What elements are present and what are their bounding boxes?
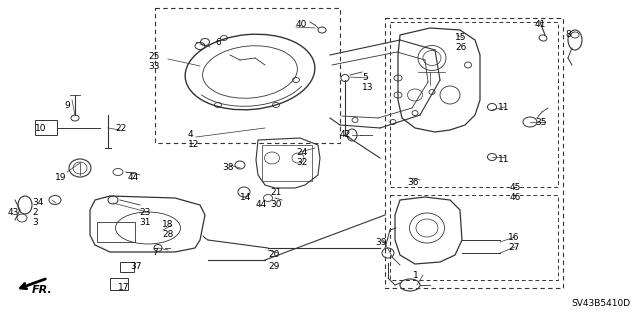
Text: 43: 43	[8, 208, 19, 217]
Text: 8: 8	[565, 30, 571, 39]
Text: 29: 29	[268, 262, 280, 271]
Text: SV43B5410D: SV43B5410D	[571, 299, 630, 308]
Text: 15: 15	[455, 33, 467, 42]
Bar	[35, 120, 57, 135]
Text: 41: 41	[535, 20, 547, 29]
Text: 33: 33	[148, 62, 159, 71]
Text: 4: 4	[188, 130, 194, 139]
Text: 17: 17	[118, 283, 129, 292]
Text: 6: 6	[215, 38, 221, 47]
Text: 12: 12	[188, 140, 200, 149]
Text: 40: 40	[296, 20, 307, 29]
Text: 35: 35	[535, 118, 547, 127]
Text: 44: 44	[128, 173, 140, 182]
Bar	[385, 18, 563, 288]
Text: 34: 34	[32, 198, 44, 207]
Text: 3: 3	[32, 218, 38, 227]
Bar	[97, 222, 135, 242]
Text: 46: 46	[510, 193, 522, 202]
Text: 13: 13	[362, 83, 374, 92]
Text: 25: 25	[148, 52, 159, 61]
Text: 36: 36	[407, 178, 419, 187]
Bar	[390, 195, 558, 280]
Text: 23: 23	[139, 208, 150, 217]
Text: 10: 10	[35, 124, 47, 133]
Text: 31: 31	[139, 218, 150, 227]
Text: 11: 11	[498, 155, 509, 164]
Text: 30: 30	[270, 200, 282, 209]
Text: 5: 5	[362, 73, 368, 82]
Text: 32: 32	[296, 158, 307, 167]
Text: 26: 26	[455, 43, 467, 52]
Text: 44: 44	[256, 200, 268, 209]
Text: 45: 45	[510, 183, 522, 192]
Text: 37: 37	[130, 262, 141, 271]
Bar	[155, 8, 340, 143]
Text: 24: 24	[296, 148, 307, 157]
Text: 2: 2	[32, 208, 38, 217]
Bar	[110, 278, 128, 290]
Text: 28: 28	[162, 230, 173, 239]
Text: 14: 14	[240, 193, 252, 202]
Text: 20: 20	[268, 250, 280, 259]
Text: 22: 22	[115, 124, 126, 133]
Bar	[120, 262, 134, 272]
Text: 9: 9	[64, 101, 70, 110]
Bar	[262, 145, 312, 181]
Bar	[390, 22, 558, 187]
Text: 38: 38	[222, 163, 234, 172]
Text: 39: 39	[375, 238, 387, 247]
Text: 19: 19	[55, 173, 67, 182]
Text: 21: 21	[270, 188, 282, 197]
Text: 42: 42	[340, 130, 351, 139]
Text: 27: 27	[508, 243, 520, 252]
Text: 1: 1	[413, 271, 419, 280]
Text: 18: 18	[162, 220, 173, 229]
Text: FR.: FR.	[32, 285, 52, 295]
Text: 7: 7	[152, 248, 157, 257]
Text: 16: 16	[508, 233, 520, 242]
Text: 11: 11	[498, 103, 509, 112]
